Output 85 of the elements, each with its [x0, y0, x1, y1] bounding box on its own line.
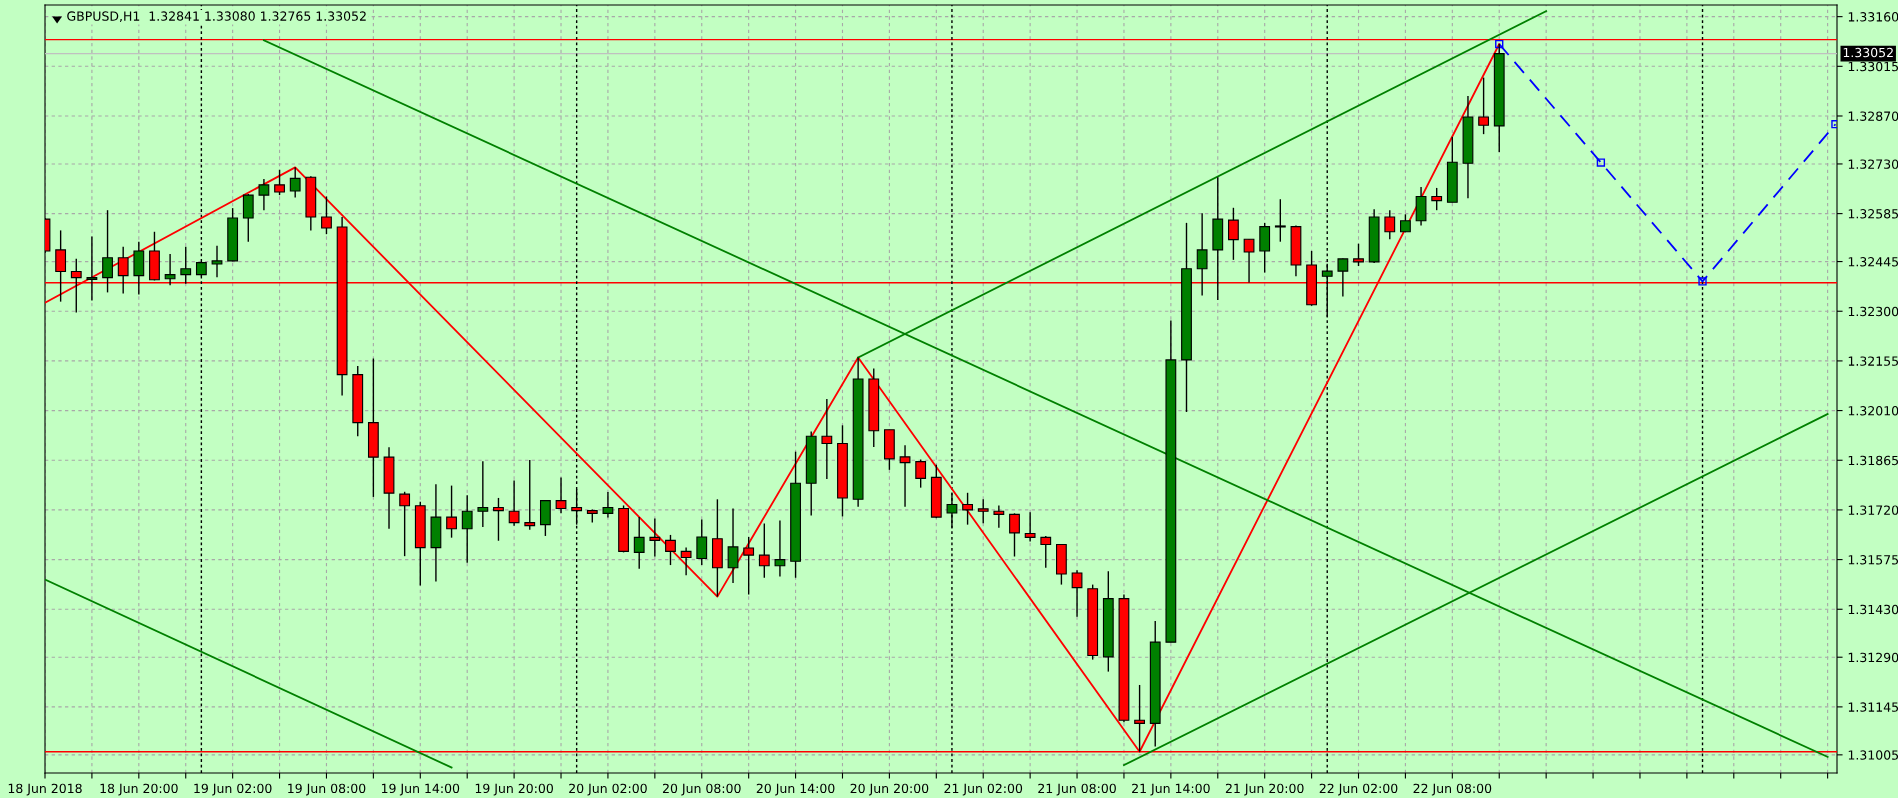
- candlestick: [915, 458, 927, 489]
- point: [1596, 158, 1606, 167]
- candlestick: [539, 499, 551, 537]
- candlestick: [1337, 257, 1349, 298]
- candlestick: [743, 536, 755, 596]
- candlestick: [649, 517, 661, 558]
- candlestick: [727, 507, 739, 584]
- x-tick-label: 18 Jun 2018: [8, 783, 82, 796]
- x-tick-label: 21 Jun 02:00: [944, 783, 1023, 796]
- candlestick: [164, 253, 176, 286]
- candlestick: [477, 460, 489, 528]
- candlestick: [1071, 569, 1083, 618]
- candlestick: [665, 534, 676, 566]
- candlestick: [821, 398, 833, 480]
- candlestick: [1384, 209, 1396, 241]
- y-tick-label: 1.31145: [1848, 702, 1898, 712]
- candlestick: [1024, 511, 1036, 543]
- y-tick-label: 1.33015: [1848, 61, 1898, 72]
- candlestick: [289, 166, 301, 199]
- candlestick: [461, 494, 473, 564]
- candlestick: [680, 546, 692, 577]
- x-tick-label: 19 Jun 14:00: [381, 783, 460, 796]
- candlestick: [102, 209, 113, 294]
- x-tick-label: 22 Jun 02:00: [1319, 783, 1398, 796]
- candlestick: [977, 498, 989, 524]
- y-tick-label: 1.31430: [1848, 604, 1898, 615]
- x-tick-label: 19 Jun 20:00: [475, 783, 553, 796]
- chart-title: GBPUSD,H1 1.32841 1.33080 1.32765 1.33052: [67, 11, 366, 23]
- candlestick: [774, 519, 786, 578]
- candlestick: [180, 246, 192, 285]
- candlestick: [633, 516, 645, 570]
- y-tick-label: 1.31720: [1848, 505, 1898, 515]
- candlestick: [258, 178, 270, 211]
- y-tick-label: 1.32155: [1848, 356, 1898, 366]
- y-tick-label: 1.31865: [1848, 455, 1898, 466]
- y-tick-label: 1.32730: [1848, 159, 1898, 169]
- candlestick: [1353, 243, 1364, 267]
- candlestick: [274, 169, 285, 196]
- candlestick: [211, 245, 223, 279]
- candlestick: [524, 459, 536, 531]
- candlestick: [1478, 76, 1490, 135]
- candlestick: [1321, 262, 1333, 318]
- candlestick: [1431, 187, 1443, 211]
- candlestick: [493, 497, 504, 542]
- candlestick: [242, 193, 254, 243]
- point: [1495, 39, 1504, 49]
- ref-line-label: 1.33052: [1843, 47, 1893, 58]
- candlestick: [321, 195, 332, 235]
- x-tick-label: 20 Jun 20:00: [850, 783, 929, 796]
- x-tick-label: 22 Jun 08:00: [1413, 783, 1492, 796]
- candlestick: [399, 491, 411, 557]
- candlestick: [899, 444, 911, 508]
- y-tick-label: 1.32585: [1848, 209, 1898, 219]
- candlestick: [602, 491, 614, 519]
- candlestick: [758, 522, 770, 579]
- candlestick: [555, 476, 567, 515]
- x-tick-label: 21 Jun 08:00: [1038, 783, 1116, 796]
- x-tick-label: 18 Jun 20:00: [100, 783, 178, 796]
- point: [1698, 277, 1707, 286]
- candlestick: [1196, 212, 1208, 297]
- x-tick-label: 20 Jun 14:00: [756, 783, 835, 796]
- y-tick-label: 1.33160: [1848, 12, 1898, 22]
- candlestick: [1274, 198, 1286, 243]
- x-tick-label: 21 Jun 14:00: [1132, 783, 1210, 796]
- x-tick-label: 20 Jun 02:00: [569, 783, 647, 796]
- x-tick-label: 21 Jun 20:00: [1225, 783, 1304, 796]
- y-tick-label: 1.31575: [1848, 555, 1898, 565]
- y-tick-label: 1.32300: [1848, 306, 1898, 317]
- candlestick: [1009, 512, 1020, 558]
- candlestick: [446, 484, 457, 539]
- candlestick: [993, 504, 1005, 529]
- candlestick: [1228, 207, 1239, 261]
- x-tick-label: 19 Jun 08:00: [288, 783, 366, 796]
- y-tick-label: 1.31290: [1848, 652, 1898, 663]
- candlestick: [696, 518, 708, 566]
- y-tick-label: 1.32010: [1848, 406, 1898, 416]
- candlestick: [508, 479, 520, 527]
- candlestick: [962, 492, 973, 526]
- y-tick-label: 1.32870: [1848, 111, 1898, 121]
- y-tick-label: 1.31005: [1848, 750, 1898, 760]
- candlestick: [1040, 535, 1052, 569]
- x-tick-label: 20 Jun 08:00: [662, 783, 741, 796]
- candlestick: [86, 235, 98, 302]
- y-tick-label: 1.32445: [1848, 257, 1898, 267]
- x-tick-label: 19 Jun 02:00: [194, 783, 272, 796]
